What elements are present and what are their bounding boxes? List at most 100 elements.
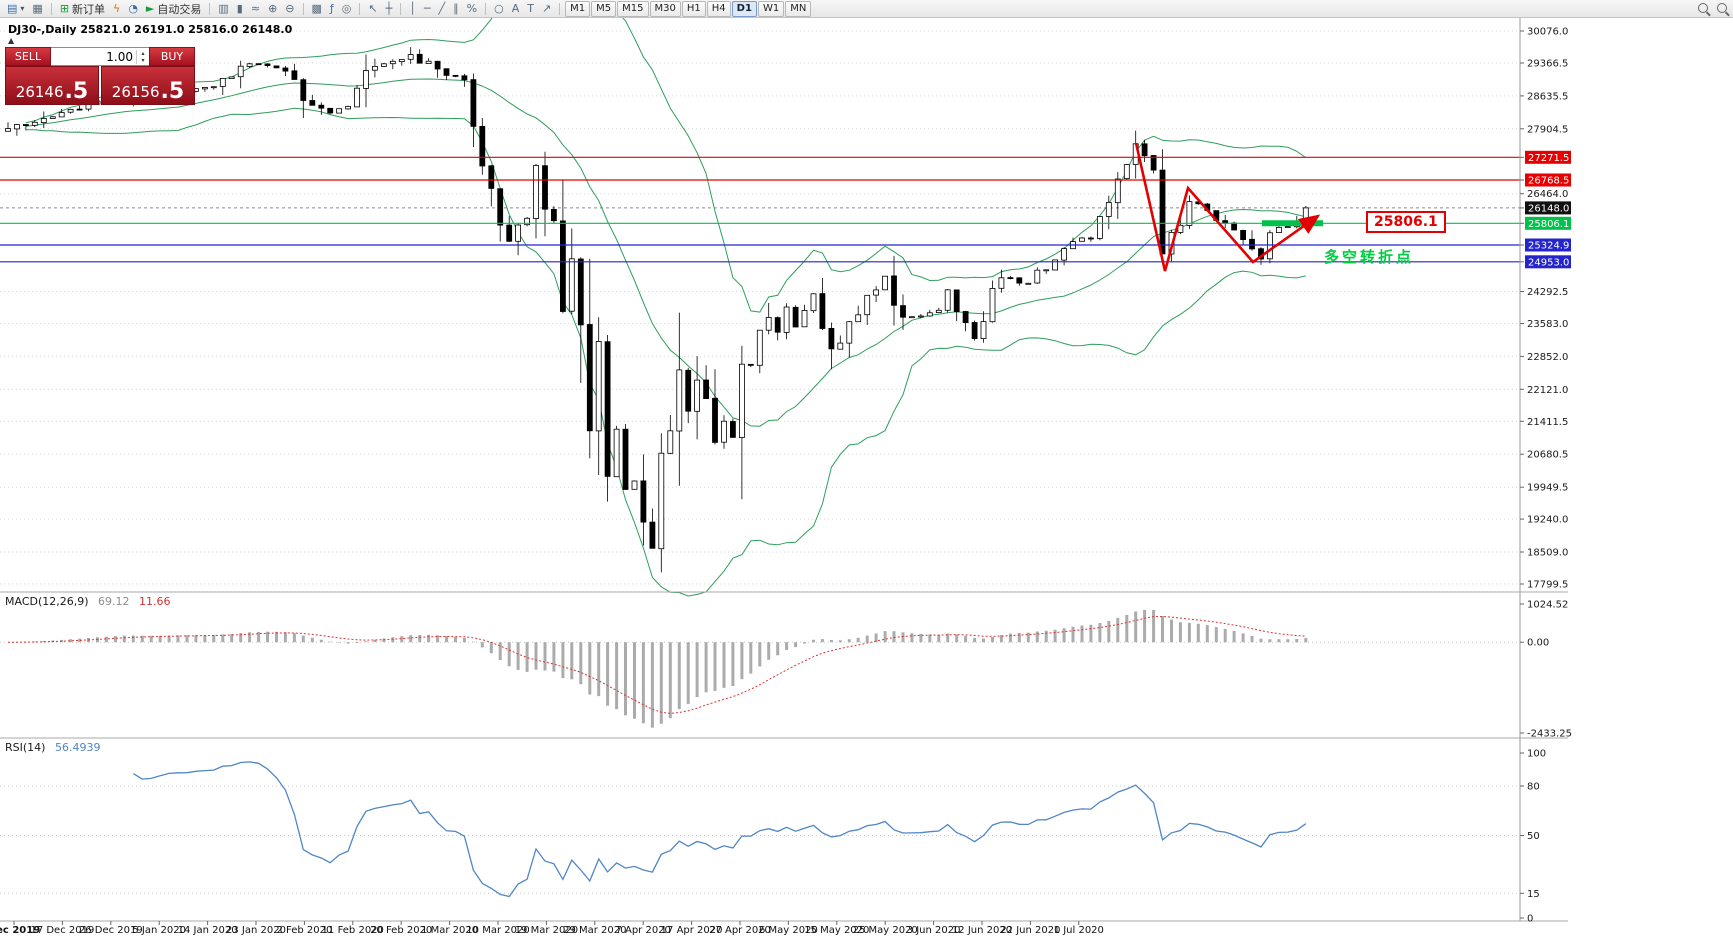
sell-price-pips: .5	[64, 79, 89, 104]
horizontal-line-button[interactable]: ─	[421, 1, 434, 17]
svg-text:26148.0: 26148.0	[1528, 203, 1569, 214]
rsi-label: RSI(14) 56.4939	[5, 741, 100, 754]
svg-text:26 Dec 2019: 26 Dec 2019	[79, 925, 143, 936]
svg-text:20 Feb 2020: 20 Feb 2020	[370, 925, 432, 936]
arrow-tool-icon: ↗	[541, 1, 552, 15]
svg-text:10 Mar 2020: 10 Mar 2020	[466, 925, 529, 936]
rsi-value: 56.4939	[54, 741, 101, 754]
buy-price-main: 26156	[111, 83, 160, 101]
svg-text:30076.0: 30076.0	[1527, 27, 1568, 38]
timeframe-button-m1[interactable]: M1	[565, 0, 591, 17]
price-axis[interactable]: 30076.0 29366.5 28635.5 27904.5 27271.5 26768…	[1519, 18, 1571, 921]
objects-icon: ◎	[341, 1, 352, 15]
grid-button[interactable]: ▩	[309, 1, 325, 17]
svg-text:7 Apr 2020: 7 Apr 2020	[615, 925, 670, 936]
indicators-button[interactable]: ƒ	[327, 1, 337, 17]
crosshair-button[interactable]: ┼	[383, 1, 396, 17]
text-label-button[interactable]: T	[524, 1, 537, 17]
svg-text:1 Jul 2020: 1 Jul 2020	[1054, 925, 1104, 936]
options-button[interactable]: ◔	[125, 1, 141, 17]
svg-text:5 Jan 2020: 5 Jan 2020	[132, 925, 186, 936]
svg-text:29366.5: 29366.5	[1527, 59, 1568, 70]
options-icon: ◔	[128, 1, 138, 15]
text-icon: A	[511, 1, 520, 15]
autotrading-button[interactable]: ► 自动交易	[143, 1, 204, 17]
new-chart-button[interactable]: ▤ ▾	[4, 1, 27, 17]
cursor-button[interactable]: ↖	[365, 1, 380, 17]
ellipse-icon: ○	[494, 1, 504, 15]
autotrading-play-icon: ►	[145, 1, 155, 15]
objects-button[interactable]: ◎	[339, 1, 355, 17]
svg-text:25806.1: 25806.1	[1528, 219, 1569, 230]
bar-chart-button[interactable]: ▥	[215, 1, 231, 17]
vertical-line-button[interactable]: │	[406, 1, 419, 17]
buy-button[interactable]: BUY	[149, 47, 195, 66]
lot-size-field[interactable]: 1.00 ▴ ▾	[51, 47, 149, 66]
trend-zigzag-arrow[interactable]	[1134, 142, 1321, 272]
timeframe-button-w1[interactable]: W1	[757, 0, 785, 17]
toolbar-separator	[50, 2, 52, 15]
stepper-up-icon[interactable]: ▴	[141, 49, 145, 57]
sell-price-display[interactable]: 26146 .5	[5, 66, 99, 105]
zoom-out-button[interactable]: ⊖	[282, 1, 297, 17]
new-order-icon: ⊞	[59, 1, 70, 15]
svg-text:26464.0: 26464.0	[1527, 189, 1568, 200]
svg-text:19240.0: 19240.0	[1527, 515, 1568, 526]
svg-text:18509.0: 18509.0	[1527, 548, 1568, 559]
search-icon[interactable]	[1698, 3, 1708, 13]
svg-text:Dec 2019: Dec 2019	[0, 925, 40, 936]
profiles-button[interactable]: ▦	[29, 1, 45, 17]
ellipse-button[interactable]: ○	[491, 1, 507, 17]
chevron-down-icon: ▾	[20, 3, 25, 13]
svg-text:50: 50	[1527, 831, 1540, 842]
svg-text:17 Apr 2020: 17 Apr 2020	[661, 925, 723, 936]
horizontal-lines[interactable]	[0, 156, 1520, 263]
price-callout[interactable]: 25806.1	[1366, 211, 1446, 233]
lot-size-value[interactable]: 1.00	[106, 49, 133, 64]
svg-text:27 Apr 2020: 27 Apr 2020	[709, 925, 771, 936]
timeframe-button-h4[interactable]: H4	[706, 0, 731, 17]
timeframe-button-m30[interactable]: M30	[649, 0, 681, 17]
timeframe-button-mn[interactable]: MN	[785, 0, 812, 17]
arrow-tool-button[interactable]: ↗	[539, 1, 554, 17]
metaeditor-button[interactable]: ϟ	[110, 1, 123, 17]
text-button[interactable]: A	[509, 1, 523, 17]
svg-text:2 Feb 2020: 2 Feb 2020	[276, 925, 332, 936]
svg-text:22852.0: 22852.0	[1527, 352, 1568, 363]
rsi-line	[132, 761, 1307, 898]
svg-text:15 May 2020: 15 May 2020	[804, 925, 869, 936]
trendline-button[interactable]: ╱	[436, 1, 449, 17]
line-chart-button[interactable]: ≈	[248, 1, 263, 17]
rsi-name: RSI(14)	[5, 741, 46, 754]
channel-button[interactable]: ∥	[450, 1, 462, 17]
lot-size-stepper[interactable]: ▴ ▾	[136, 49, 149, 64]
line-chart-icon: ≈	[250, 1, 261, 15]
candlesticks[interactable]	[5, 47, 1309, 573]
trendline-icon: ╱	[438, 1, 446, 15]
toolbar-right-icons	[1698, 3, 1727, 13]
svg-text:80: 80	[1527, 782, 1540, 793]
timeframe-button-d1[interactable]: D1	[731, 0, 757, 17]
svg-text:0: 0	[1527, 914, 1533, 925]
svg-text:29 Mar 2020: 29 Mar 2020	[563, 925, 626, 936]
fibonacci-button[interactable]: %	[464, 1, 480, 17]
svg-text:3 Jun 2020: 3 Jun 2020	[907, 925, 961, 936]
stepper-down-icon[interactable]: ▾	[141, 56, 145, 64]
svg-text:24953.0: 24953.0	[1528, 257, 1569, 268]
turning-point-note[interactable]: 多空转折点	[1324, 248, 1415, 266]
timeframe-button-m15[interactable]: M15	[617, 0, 649, 17]
new-order-button[interactable]: ⊞ 新订单	[57, 1, 108, 17]
zoom-in-button[interactable]: ⊕	[265, 1, 280, 17]
sell-button[interactable]: SELL	[5, 47, 51, 66]
buy-price-display[interactable]: 26156 .5	[101, 66, 195, 105]
trade-panel-collapse-arrow[interactable]: ▲	[8, 36, 15, 45]
zoom-icon[interactable]	[1717, 3, 1727, 13]
candlestick-chart-button[interactable]: ▮	[234, 1, 246, 17]
grid-icon: ▩	[311, 1, 322, 15]
timeframe-button-m5[interactable]: M5	[591, 0, 617, 17]
toolbar: ▤ ▾ ▦ ⊞ 新订单 ϟ ◔ ► 自动交易 ▥ ▮ ≈ ⊕ ⊖ ▩ ƒ ◎ ↖	[0, 0, 1733, 18]
timeframe-button-h1[interactable]: H1	[681, 0, 706, 17]
